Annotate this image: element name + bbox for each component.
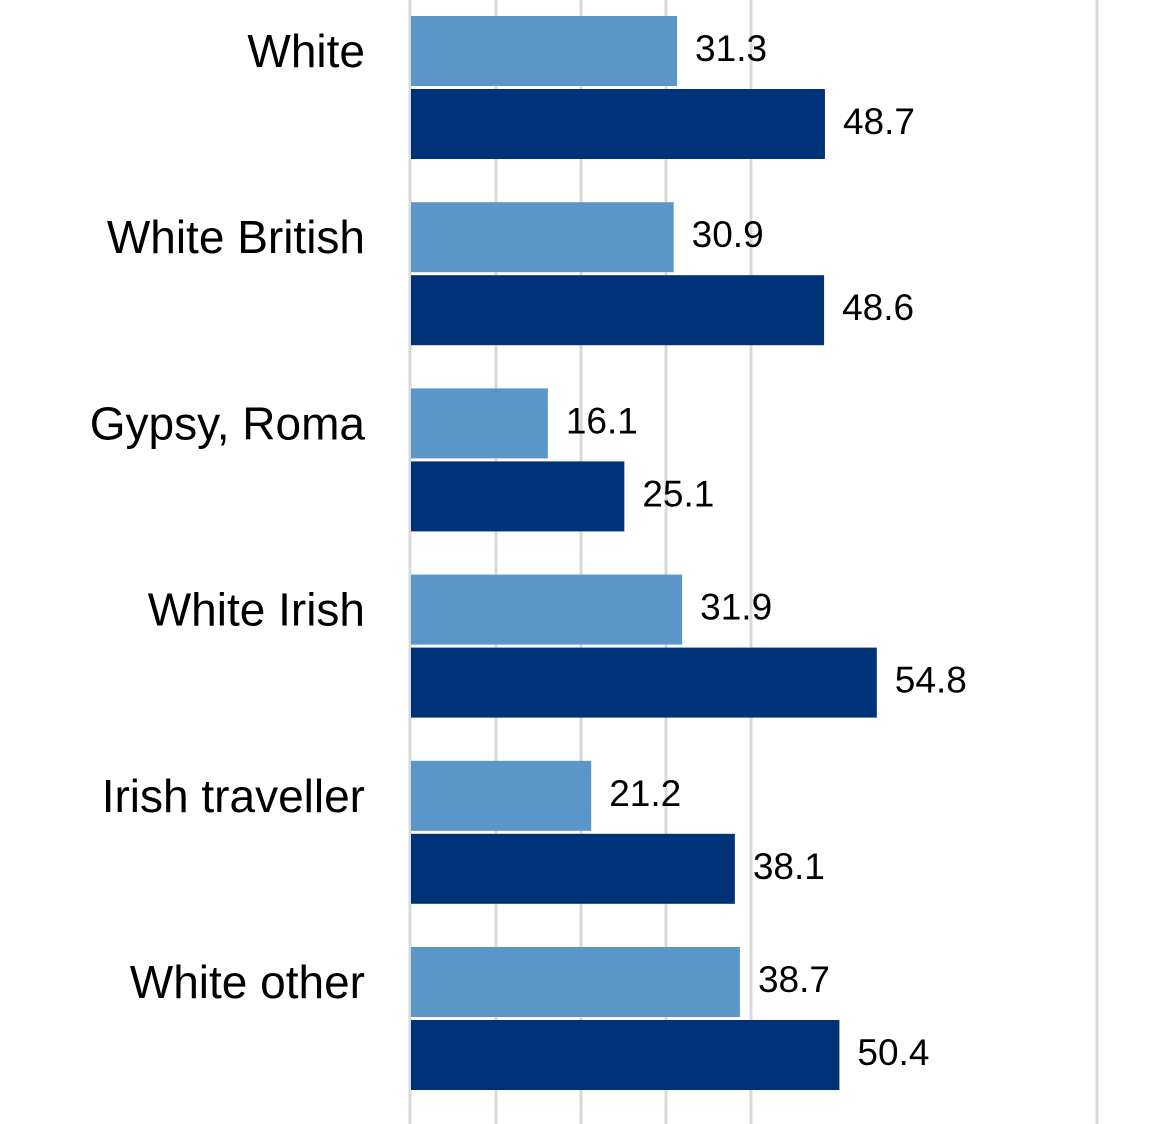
category-group-2: Gypsy, Roma 16.125.1 (90, 388, 714, 532)
category-group-1: White British 30.9 48.6 (107, 202, 914, 346)
data-label: 16.1 (566, 400, 638, 441)
bar-series-2 (411, 461, 625, 532)
bar-series-1 (411, 388, 548, 459)
data-label: 50.4 (857, 1032, 929, 1073)
category-label: White British (107, 211, 365, 263)
category-group-5: White other 38.7 50.4 (130, 947, 929, 1090)
category-label: White (247, 25, 365, 77)
bar-series-1 (411, 947, 740, 1017)
bar-series-2 (411, 275, 825, 346)
data-label: 38.7 (758, 959, 830, 1000)
gridlines (408, 0, 1099, 1124)
data-label: 31.9 (700, 587, 772, 628)
data-label: 25.1 (642, 473, 714, 514)
bar-series-2 (411, 1020, 840, 1090)
category-group-3: White Irish 31.9 54.8 (148, 574, 967, 718)
data-label: 54.8 (895, 660, 967, 701)
category-label: White Irish (148, 584, 365, 636)
data-label: 48.6 (842, 287, 914, 328)
category-label: White other (130, 956, 365, 1008)
bar-series-1 (411, 202, 674, 273)
bar-series-1 (411, 16, 678, 86)
category-label: Irish traveller (102, 770, 365, 822)
data-label: 38.1 (753, 846, 825, 887)
bar-series-2 (411, 833, 735, 904)
bar-series-2 (411, 89, 825, 159)
data-label: 31.3 (695, 28, 767, 69)
category-group-0: White 31.3 48.7 (247, 16, 915, 159)
bar-series-1 (411, 760, 592, 831)
category-label: Gypsy, Roma (90, 397, 366, 449)
data-label: 21.2 (609, 773, 681, 814)
bar-series-1 (411, 574, 683, 645)
bar-series-2 (411, 647, 877, 718)
data-label: 48.7 (843, 101, 915, 142)
data-label: 30.9 (692, 214, 764, 255)
category-group-4: Irish traveller 21.2 38.1 (102, 760, 825, 904)
